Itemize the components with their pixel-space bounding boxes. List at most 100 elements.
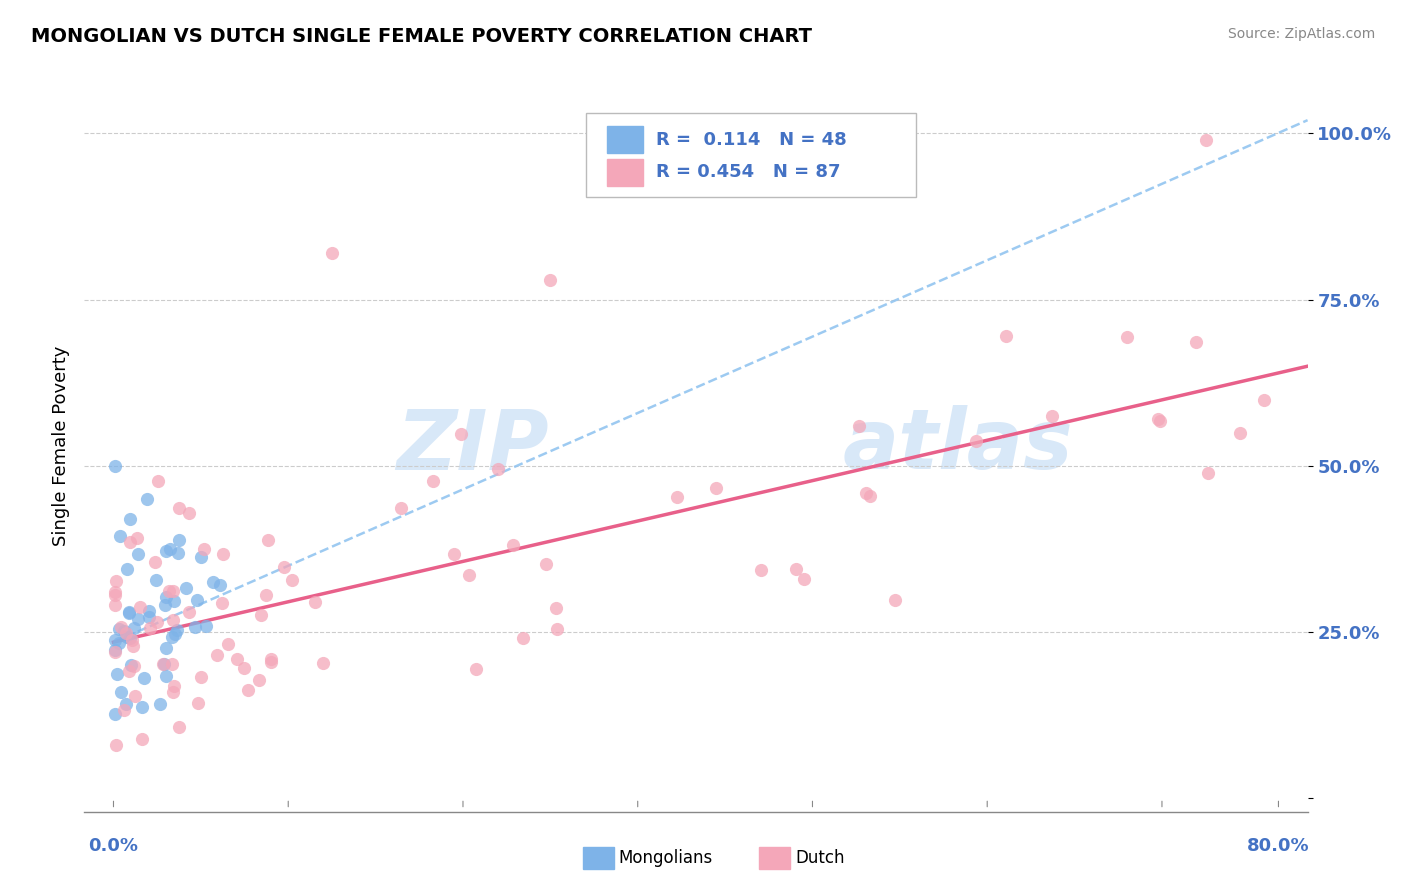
Point	[1197, 467, 1219, 481]
Point	[132, 671, 155, 685]
Point	[104, 585, 127, 599]
Point	[1146, 412, 1168, 426]
Point	[162, 583, 184, 598]
Point	[108, 636, 131, 650]
Point	[443, 547, 465, 561]
Point	[117, 631, 139, 645]
Text: 0.0%: 0.0%	[89, 838, 138, 855]
Text: Mongolians: Mongolians	[619, 849, 713, 867]
Point	[486, 461, 509, 475]
Point	[1185, 334, 1208, 349]
Point	[458, 567, 481, 582]
Point	[202, 575, 225, 590]
Text: ZIP: ZIP	[396, 406, 550, 486]
Point	[502, 539, 524, 553]
Point	[157, 583, 180, 598]
Point	[422, 475, 444, 489]
Point	[167, 501, 190, 516]
Point	[127, 547, 149, 561]
Point	[207, 648, 229, 663]
Point	[149, 697, 172, 711]
Point	[190, 670, 212, 684]
Point	[163, 593, 186, 607]
Point	[544, 600, 567, 615]
Point	[793, 572, 815, 586]
Point	[105, 667, 128, 681]
Point	[115, 562, 138, 576]
Point	[187, 696, 209, 710]
Point	[994, 328, 1017, 343]
Point	[152, 657, 174, 672]
Point	[321, 246, 343, 260]
Text: atlas: atlas	[842, 406, 1073, 486]
Point	[785, 561, 807, 575]
Point	[859, 489, 882, 503]
Point	[117, 606, 139, 620]
Point	[104, 599, 127, 613]
Point	[311, 656, 333, 670]
Point	[148, 474, 170, 488]
Point	[115, 697, 138, 711]
Point	[1195, 133, 1218, 147]
Point	[146, 615, 169, 629]
Point	[138, 603, 160, 617]
Point	[259, 655, 281, 669]
Text: 80.0%: 80.0%	[1247, 838, 1310, 855]
Point	[281, 573, 304, 587]
Point	[536, 557, 558, 571]
Point	[225, 652, 247, 666]
Point	[666, 490, 689, 504]
Point	[131, 731, 153, 746]
Point	[450, 426, 472, 441]
Point	[238, 682, 260, 697]
Point	[965, 434, 987, 448]
Point	[160, 631, 183, 645]
Point	[155, 599, 177, 613]
Point	[155, 669, 177, 683]
Point	[1040, 409, 1063, 424]
Point	[704, 481, 727, 495]
Point	[155, 591, 177, 605]
Point	[110, 620, 132, 634]
Point	[127, 611, 149, 625]
Point	[131, 699, 153, 714]
Text: MONGOLIAN VS DUTCH SINGLE FEMALE POVERTY CORRELATION CHART: MONGOLIAN VS DUTCH SINGLE FEMALE POVERTY…	[31, 27, 811, 45]
Point	[167, 720, 190, 734]
Point	[104, 707, 127, 722]
Point	[167, 546, 190, 560]
Point	[184, 620, 207, 634]
Text: R =  0.114   N = 48: R = 0.114 N = 48	[655, 130, 846, 149]
Point	[155, 543, 177, 558]
Text: R = 0.454   N = 87: R = 0.454 N = 87	[655, 163, 841, 181]
Point	[250, 608, 273, 623]
Text: Source: ZipAtlas.com: Source: ZipAtlas.com	[1227, 27, 1375, 41]
Point	[247, 673, 270, 688]
Point	[273, 560, 295, 574]
Point	[1229, 426, 1251, 441]
Point	[855, 486, 877, 500]
Point	[155, 641, 177, 656]
Point	[138, 610, 160, 624]
Point	[193, 542, 215, 557]
Point	[260, 651, 283, 665]
Point	[104, 642, 127, 657]
Point	[1253, 392, 1275, 407]
Point	[211, 547, 233, 561]
Point	[120, 535, 142, 549]
Point	[190, 550, 212, 565]
Point	[162, 614, 184, 628]
Point	[110, 529, 132, 543]
Point	[211, 596, 233, 610]
Point	[162, 657, 184, 671]
Point	[848, 419, 870, 434]
Text: Dutch: Dutch	[796, 849, 845, 867]
Point	[105, 574, 128, 588]
Point	[232, 661, 254, 675]
Point	[179, 506, 201, 520]
Point	[125, 531, 148, 545]
Point	[143, 555, 166, 569]
Point	[538, 273, 561, 287]
Point	[179, 605, 201, 619]
Point	[304, 595, 326, 609]
Point	[122, 640, 145, 654]
